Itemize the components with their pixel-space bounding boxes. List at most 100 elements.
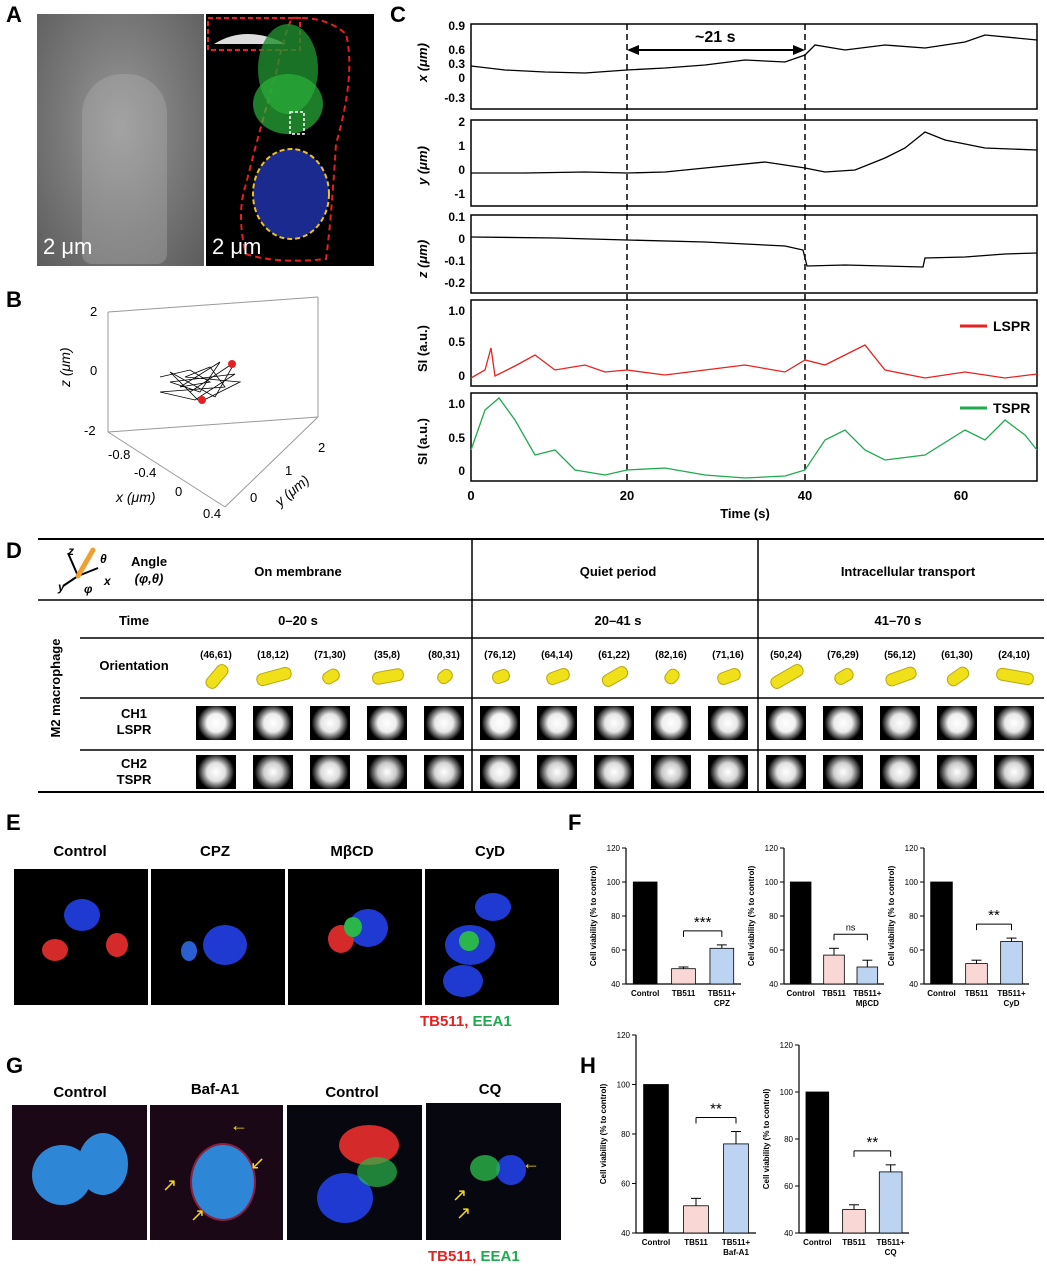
lspr-tick-1: 0.5 [448, 335, 465, 349]
ch2-thumbnail [480, 755, 520, 789]
h-chart-bafa1: 40 60 80 100 120 Cell viability (% to control… [599, 1031, 756, 1257]
group-title-1: Quiet period [579, 564, 657, 579]
panel-c-letter: C [390, 2, 406, 27]
f-chart-cyd: 40 60 80 100 120 Cell viability (% to control… [887, 844, 1029, 1008]
fluorescence-svg [207, 16, 351, 262]
ch2-thumbnail [367, 755, 407, 789]
row-ch1-label: CH1 [120, 706, 147, 721]
ch2-thumbnail [651, 755, 691, 789]
y-axis-label: Cell viability (% to control) [599, 1083, 608, 1184]
orient-angle-2-1: (76,29) [827, 650, 859, 661]
z-track-tick-0: 0.1 [448, 210, 465, 224]
category-label: Control [786, 989, 814, 998]
ch1-thumbnail [708, 706, 748, 740]
ch2-thumbnail [537, 755, 577, 789]
category-label: Control [803, 1238, 831, 1247]
g-image-bafa1: ← ↙ ↗ ↗ [150, 1105, 283, 1240]
y-tick-label: 40 [909, 980, 918, 989]
y-tick-label: 100 [617, 1081, 631, 1090]
orient-angle-0-0: (46,61) [200, 650, 232, 661]
panel-b-letter: B [6, 287, 22, 312]
y-tick-label: 60 [784, 1182, 793, 1191]
x-track-tick-4: -0.3 [444, 91, 465, 105]
ch1-thumbnail [823, 706, 863, 740]
y-tick-label: 120 [780, 1041, 794, 1050]
nanorod-icon [661, 666, 683, 687]
arrow-icon: ← [230, 1115, 248, 1135]
group-title-0: On membrane [254, 564, 342, 579]
significance-bracket [695, 1117, 737, 1124]
z-tick-0: 2 [90, 304, 97, 319]
panel-f-letter: F [568, 810, 582, 835]
arrow-icon: ↙ [250, 1153, 266, 1173]
y-tick-label: 40 [769, 980, 778, 989]
z-track-tick-1: 0 [458, 232, 465, 246]
angle-title: Angle [130, 554, 168, 569]
arrow-icon: ↗ [162, 1175, 178, 1195]
category-label: TB511+ [722, 1238, 751, 1247]
ch1-thumbnail [480, 706, 520, 740]
axis-theta-label: θ [100, 552, 107, 566]
orient-angle-2-2: (56,12) [884, 650, 916, 661]
z-track-ylabel: z (μm) [415, 240, 430, 279]
category-label: TB511 [842, 1238, 866, 1247]
g-legend: TB511, EEA1 [428, 1248, 520, 1265]
row-time-label: Time [118, 613, 150, 628]
category-label: TB511 [672, 989, 696, 998]
y-tick-2: 2 [318, 440, 325, 455]
trajectory-path [159, 361, 242, 403]
y-tick-label: 80 [784, 1135, 793, 1144]
x-track-tick-3: 0 [458, 71, 465, 85]
x-tick-2: 0 [175, 484, 182, 499]
y-axis-label: Cell viability (% to control) [589, 865, 598, 966]
ch2-thumbnail [708, 755, 748, 789]
orient-angle-2-3: (61,30) [941, 650, 973, 661]
bar [709, 947, 735, 985]
lspr-tick-2: 0 [458, 369, 465, 383]
group-time-1: 20–41 s [594, 613, 642, 628]
time-tick-3: 60 [954, 488, 968, 503]
y-tick-label: 40 [611, 980, 620, 989]
nanorod-icon [203, 661, 231, 692]
x-track-ylabel: x (μm) [415, 43, 430, 83]
ch1-thumbnail [310, 706, 350, 740]
time-axis-label: Time (s) [720, 506, 770, 521]
axis-y-label: y [58, 580, 65, 594]
x-tick-1: -0.4 [134, 465, 156, 480]
ch2-thumbnail [310, 755, 350, 789]
y-tick-label: 120 [617, 1031, 631, 1040]
orient-angle-2-0: (50,24) [770, 650, 802, 661]
time-tick-1: 20 [620, 488, 634, 503]
x-tick-0: -0.8 [108, 447, 130, 462]
nucleus-outline [252, 148, 330, 240]
category-label: TB511 [965, 989, 989, 998]
ch1-thumbnail [253, 706, 293, 740]
track-frames [470, 23, 1038, 482]
e-image-cyd [425, 869, 559, 1005]
panel-a-letter: A [6, 2, 22, 27]
g-label-3: CQ [478, 1081, 502, 1098]
category-label: CQ [885, 1248, 897, 1257]
e-label-2: MβCD [330, 843, 374, 860]
significance-bracket [976, 923, 1012, 931]
significance-bracket [853, 1150, 892, 1157]
x-axis-label: x (μm) [115, 489, 156, 505]
y-tick-label: 60 [621, 1180, 630, 1189]
y-tick-0: 0 [250, 490, 257, 505]
panel-e-letter: E [6, 810, 21, 835]
orient-angle-1-3: (82,16) [655, 650, 687, 661]
category-label: TB511+ [997, 989, 1026, 998]
nucleus [253, 149, 329, 239]
category-label: TB511+ [708, 989, 737, 998]
y-track-ylabel: y (μm) [415, 146, 430, 186]
bar [878, 1171, 903, 1234]
arrow-head-right [793, 45, 805, 55]
bar [643, 1084, 669, 1234]
significance-label: ** [710, 1101, 722, 1118]
e-legend-red: TB511, [420, 1013, 469, 1030]
category-label: CPZ [714, 999, 730, 1008]
trace-lspr [470, 344, 1038, 379]
h-chart-cq: 40 60 80 100 120 Cell viability (% to control… [762, 1041, 909, 1257]
e-image-mbcd [288, 869, 422, 1005]
y-tick-label: 80 [621, 1130, 630, 1139]
